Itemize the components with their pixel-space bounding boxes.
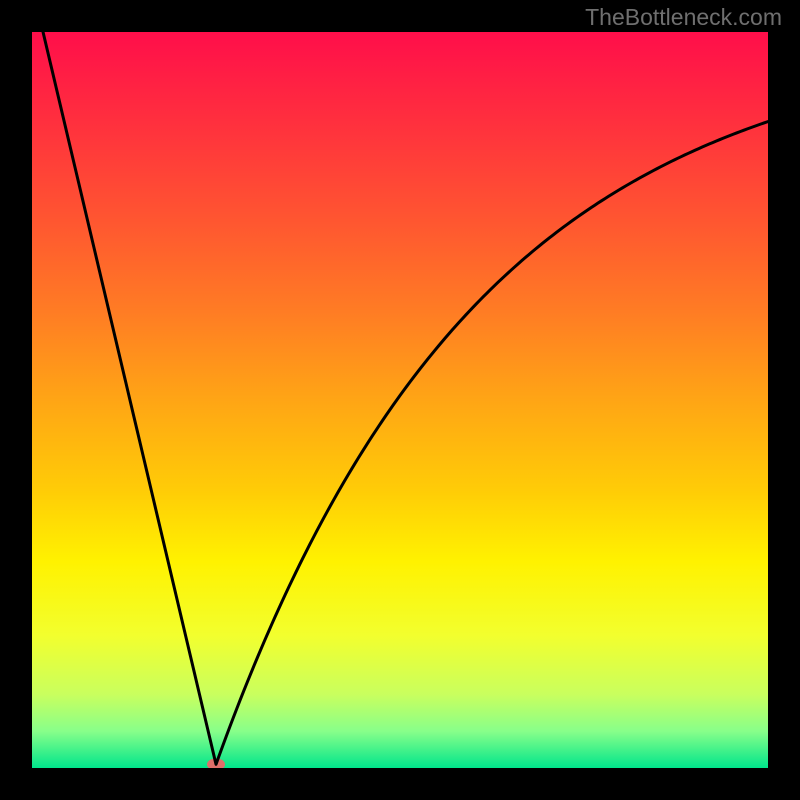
attribution-watermark: TheBottleneck.com [585,4,782,31]
plot-background [32,32,768,768]
chart-stage: TheBottleneck.com [0,0,800,800]
bottleneck-curve-chart [0,0,800,800]
